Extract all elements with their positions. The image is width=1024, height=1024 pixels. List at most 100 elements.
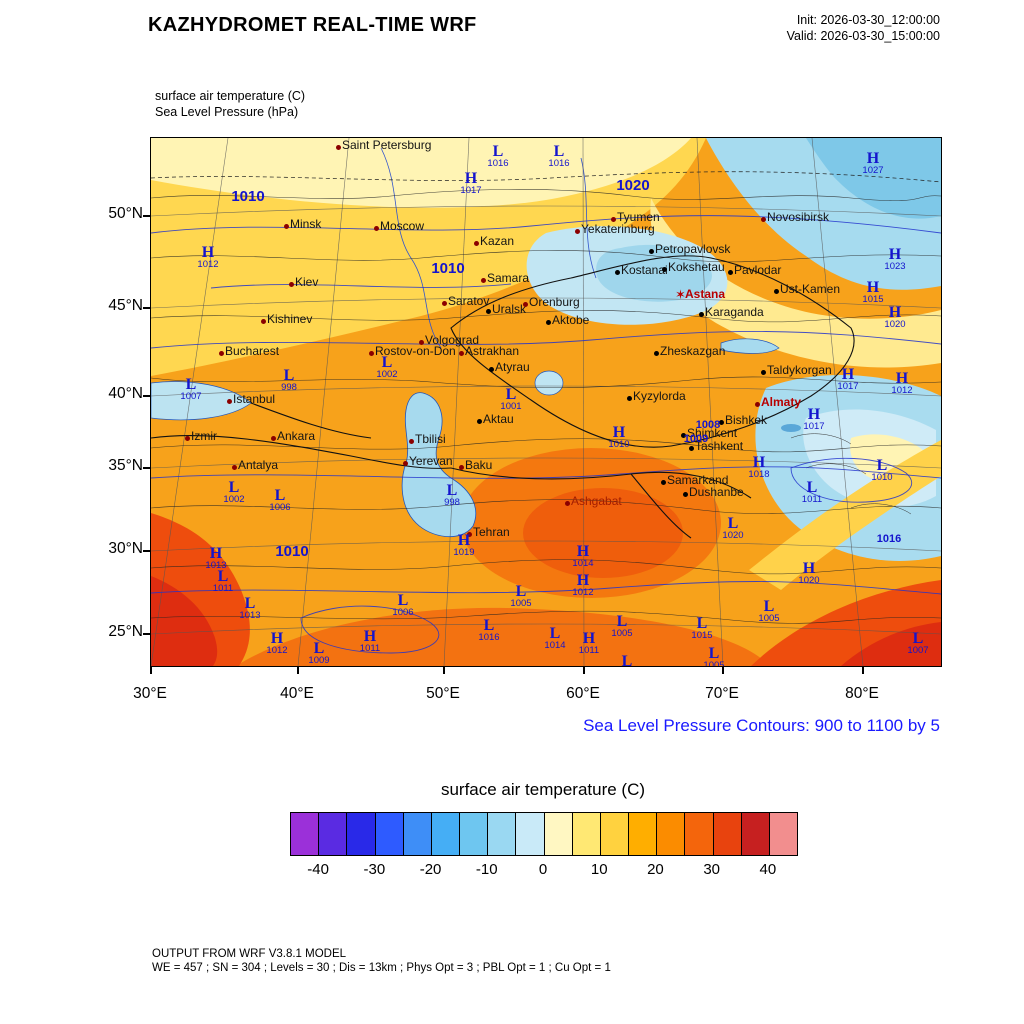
pressure-label: H 1017 [837, 366, 859, 392]
colorbar-segment [685, 813, 714, 855]
city-label: Kiev [295, 275, 319, 289]
pressure-label: L 1007 [180, 376, 202, 402]
colorbar-segment [657, 813, 686, 855]
pressure-label: L 1016 [478, 617, 500, 643]
colorbar-tick-label: 10 [590, 861, 608, 878]
pressure-label: L 1001 [500, 386, 522, 412]
city-dot [185, 436, 190, 441]
pressure-label: L 1014 [544, 625, 566, 651]
city-dot [271, 436, 276, 441]
city-dot [627, 396, 632, 401]
pressure-label: H 1012 [891, 370, 913, 396]
city-label: Minsk [290, 217, 322, 231]
city-dot [649, 249, 654, 254]
pressure-label: H 1019 [453, 532, 475, 558]
city-label: Zheskazgan [660, 344, 726, 358]
lat-axis-tick [143, 215, 151, 217]
lon-axis-tick [722, 666, 724, 674]
city-label: Moscow [380, 219, 425, 233]
lat-axis-tick [143, 395, 151, 397]
city-dot [761, 370, 766, 375]
colorbar-tick-label: -40 [307, 861, 329, 878]
city-label: Bishkek [725, 413, 768, 427]
pressure-label: L 1006 [392, 592, 414, 618]
pressure-label: L 1010 [871, 457, 893, 483]
pressure-label: H 1023 [884, 246, 906, 272]
capital-star-icon: ✶ [675, 287, 686, 302]
city-dot [467, 532, 472, 537]
valid-time: Valid: 2026-03-30_15:00:00 [786, 29, 940, 43]
city-label: Almaty [761, 395, 802, 409]
colorbar-segment [572, 813, 601, 855]
pressure-label: L 1005 [510, 583, 532, 609]
lon-axis-tick [297, 666, 299, 674]
city-dot [661, 480, 666, 485]
city-label: Baku [465, 458, 493, 472]
city-label: Samarkand [667, 473, 729, 487]
colorbar-tick-label: -30 [363, 861, 386, 878]
city-dot [761, 217, 766, 222]
pressure-label: L 1002 [376, 354, 398, 380]
city-label: Kyzylorda [633, 389, 686, 403]
colorbar-segment [403, 813, 432, 855]
city-label: Samara [487, 271, 530, 285]
pressure-label: 1020 [616, 177, 650, 194]
field-label-pressure: Sea Level Pressure (hPa) [155, 105, 299, 119]
city-label: Rostov-on-Don [375, 344, 456, 358]
colorbar-tick-label: -20 [419, 861, 442, 878]
city-label: Yerevan [409, 454, 453, 468]
lon-axis-label: 80°E [845, 685, 879, 702]
contour-caption: Sea Level Pressure Contours: 900 to 1100… [583, 716, 940, 735]
city-dot [489, 367, 494, 372]
colorbar-tick-label: 20 [647, 861, 664, 878]
city-label: Istanbul [233, 392, 276, 406]
colorbar-segment [291, 813, 320, 855]
city-dot [289, 282, 294, 287]
lon-axis-label: 50°E [426, 685, 460, 702]
city-dot [575, 229, 580, 234]
colorbar-segment [347, 813, 376, 855]
temperature-field-graphic [151, 138, 941, 666]
pressure-label: L 1016 [548, 143, 570, 169]
lat-axis-label: 50°N [108, 205, 143, 222]
city-dot [219, 351, 224, 356]
pressure-label: L 1015 [691, 615, 713, 641]
colorbar-title: surface air temperature (C) [440, 780, 646, 799]
pressure-label: L 1020 [722, 515, 744, 541]
city-dot [774, 289, 779, 294]
city-label: Astana [685, 287, 726, 301]
city-dot [681, 433, 686, 438]
pressure-label: H 1011 [359, 628, 381, 654]
pressure-label: H 1011 [578, 630, 600, 656]
init-time: Init: 2026-03-30_12:00:00 [796, 13, 940, 27]
city-dot [227, 399, 232, 404]
pressure-label: L 1016 [487, 143, 509, 169]
pressure-label: H 1015 [862, 279, 884, 305]
colorbar-segment [460, 813, 489, 855]
pressure-label: L 998 [444, 482, 460, 508]
footer-line-1: OUTPUT FROM WRF V3.8.1 MODEL [152, 948, 347, 960]
pressure-label: L 998 [281, 367, 297, 393]
pressure-label: H 1027 [862, 150, 884, 176]
city-dot [481, 278, 486, 283]
colorbar-segment [769, 813, 798, 855]
pressure-label: L1008 [621, 653, 633, 667]
pressure-label: 1010 [231, 188, 265, 205]
city-dot [546, 320, 551, 325]
city-dot [611, 217, 616, 222]
colorbar-tick-label: -10 [475, 861, 498, 878]
pressure-label: L 1011 [212, 568, 234, 594]
pressure-label: H 1020 [798, 560, 820, 586]
colorbar-segment [375, 813, 404, 855]
field-labels: surface air temperature (C) Sea Level Pr… [155, 88, 305, 120]
city-label: Kostanai [621, 263, 668, 277]
city-label: Kishinev [267, 312, 313, 326]
pressure-label: L 1011 [801, 479, 823, 505]
city-label: Antalya [238, 458, 279, 472]
lon-axis-tick [443, 666, 445, 674]
pressure-label: L 1005 [611, 613, 633, 639]
city-label: Ust-Kamen [780, 282, 841, 296]
city-label: Yekaterinburg [581, 222, 655, 236]
city-label: Petropavlovsk [655, 242, 731, 256]
